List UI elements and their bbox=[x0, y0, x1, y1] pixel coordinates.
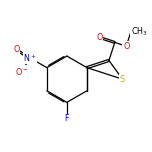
Text: CH$_3$: CH$_3$ bbox=[131, 26, 148, 38]
Text: O: O bbox=[123, 42, 129, 51]
Text: O: O bbox=[96, 33, 103, 42]
Text: F: F bbox=[65, 114, 69, 123]
Text: O$^-$: O$^-$ bbox=[15, 66, 29, 77]
Text: S: S bbox=[120, 75, 125, 84]
Text: O: O bbox=[13, 45, 19, 54]
Text: N$^+$: N$^+$ bbox=[23, 52, 36, 64]
